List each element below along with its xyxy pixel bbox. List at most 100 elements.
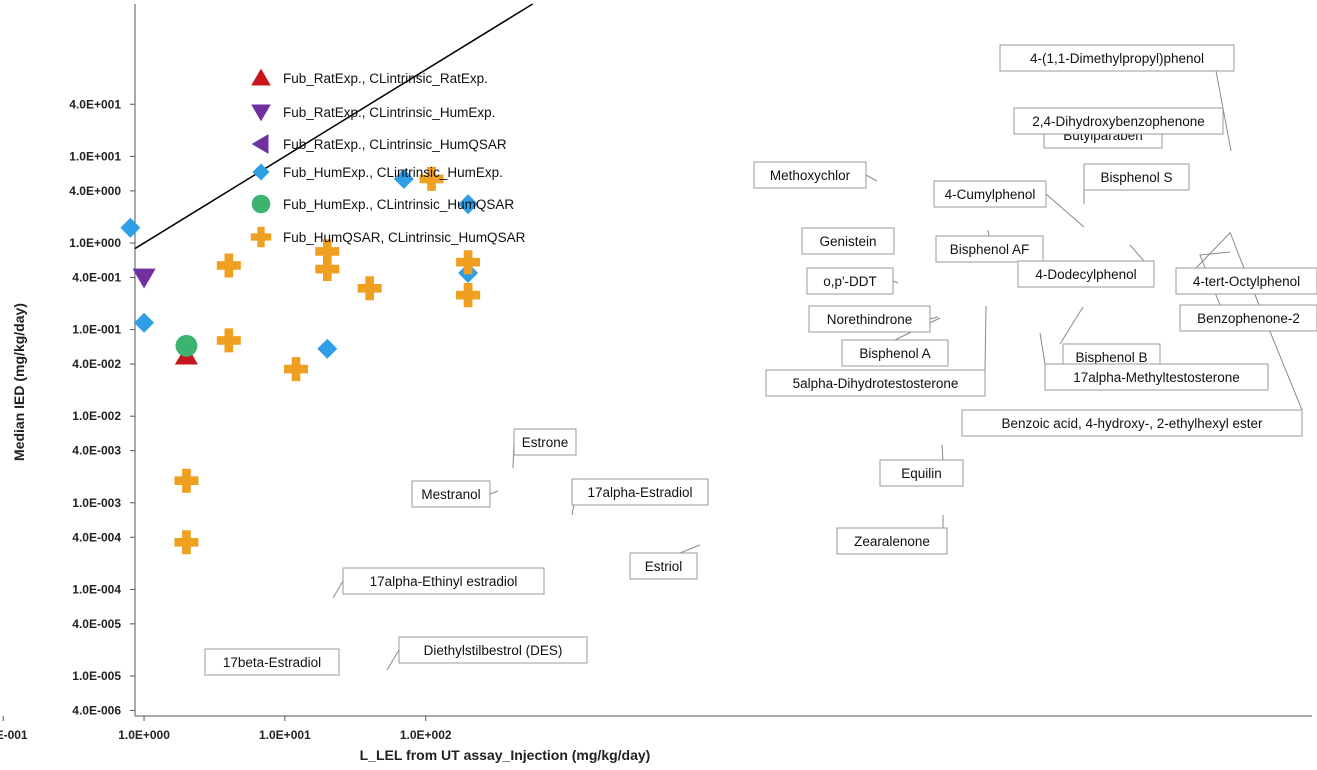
y-tick-label: 1.0E-003 [72, 496, 121, 510]
y-tick-label: 1.0E-001 [72, 323, 121, 337]
point-label-box [513, 428, 577, 456]
point-label-box [204, 648, 340, 676]
point-label: 2,4-Dihydroxybenzophenone [1013, 107, 1224, 135]
point-label-text: Diethylstilbestrol (DES) [424, 643, 563, 658]
legend-marker [251, 104, 271, 122]
point-label-box [1017, 260, 1155, 288]
x-axis-title: L_LEL from UT assay_Injection (mg/kg/day… [360, 747, 651, 763]
y-tick-label: 1.0E-005 [72, 669, 121, 683]
x-tick-label: 1.0E+001 [259, 728, 311, 742]
point-label-text: 17alpha-Ethinyl estradiol [370, 574, 518, 589]
legend-item: Fub_HumExp., CLintrinsic_HumQSAR [251, 194, 514, 214]
point-label-text: Bisphenol S [1100, 170, 1172, 185]
legend-marker [251, 134, 269, 154]
legend-label: Fub_RatExp., CLintrinsic_RatExp. [283, 71, 488, 86]
point-label-text: Genistein [819, 234, 876, 249]
legend-label: Fub_HumExp., CLintrinsic_HumExp. [283, 165, 503, 180]
point-label: 4-tert-Octylphenol [1175, 267, 1317, 295]
reference-line-group [134, 3, 534, 250]
point-labels: 17beta-Estradiol Bisphenol A Genistein 17al… [204, 44, 1317, 676]
data-point [175, 334, 198, 357]
point-label-text: Norethindrone [827, 312, 913, 327]
point-label-box [1044, 363, 1269, 391]
point-label: 4-(1,1-Dimethylpropyl)phenol [999, 44, 1235, 72]
legend-label: Fub_HumExp., CLintrinsic_HumQSAR [283, 197, 514, 212]
legend-label: Fub_HumQSAR, CLintrinsic_HumQSAR [283, 230, 526, 245]
point-label: Estriol [629, 552, 698, 580]
point-label: 17alpha-Estradiol [571, 478, 709, 506]
point-label-box [801, 227, 895, 255]
point-label: Bisphenol A [841, 339, 949, 367]
y-axis-title: Median IED (mg/kg/day) [11, 303, 27, 461]
point-label-text: Estriol [645, 559, 683, 574]
point-label-text: Zearalenone [854, 534, 930, 549]
y-tick-label: 4.0E-005 [72, 617, 121, 631]
point-label-box [1083, 163, 1190, 191]
y-tick-label: 4.0E+000 [69, 184, 121, 198]
point-label-text: 4-(1,1-Dimethylpropyl)phenol [1030, 51, 1204, 66]
point-label-box [398, 636, 588, 664]
point-label-text: Bisphenol A [859, 346, 930, 361]
point-label-text: Benzophenone-2 [1197, 311, 1300, 326]
point-label: Bisphenol AF [935, 235, 1044, 263]
x-tick-label: 1.0E-001 [0, 728, 28, 742]
point-label-box [961, 409, 1303, 437]
point-label-box [1179, 304, 1317, 332]
legend-item: Fub_RatExp., CLintrinsic_HumExp. [251, 104, 495, 122]
y-tick-label: 4.0E+001 [69, 97, 121, 111]
point-label-box [629, 552, 698, 580]
point-label: Mestranol [411, 480, 491, 508]
label-leader-line [489, 490, 499, 495]
label-leader-line [865, 174, 878, 182]
reference-line [134, 3, 534, 250]
point-label-text: Mestranol [421, 487, 480, 502]
point-label-text: Benzoic acid, 4-hydroxy-, 2-ethylhexyl e… [1001, 416, 1263, 431]
point-label-box [935, 235, 1044, 263]
y-tick-label: 4.0E-001 [72, 270, 121, 284]
data-point [456, 250, 481, 275]
point-label-text: Methoxychlor [770, 168, 851, 183]
legend-item: Fub_RatExp., CLintrinsic_RatExp. [251, 68, 488, 86]
data-points [120, 166, 481, 555]
point-label: 5alpha-Dihydrotestosterone [765, 369, 986, 397]
legend-label: Fub_RatExp., CLintrinsic_HumQSAR [283, 137, 507, 152]
legend-item: Fub_HumQSAR, CLintrinsic_HumQSAR [250, 226, 526, 248]
point-label-text: 17beta-Estradiol [223, 655, 321, 670]
y-tick-label: 1.0E-004 [72, 582, 121, 596]
data-point [393, 168, 414, 189]
label-leader-line [1229, 231, 1303, 411]
y-tick-label: 4.0E-004 [72, 530, 121, 544]
legend-marker [251, 194, 271, 214]
point-label: Benzophenone-2 [1179, 304, 1317, 332]
point-label-box [841, 339, 949, 367]
data-point [284, 357, 309, 382]
point-label: o,p'-DDT [806, 267, 894, 295]
x-tick-label: 1.0E+002 [400, 728, 452, 742]
point-label-box [342, 567, 545, 595]
point-label-text: Bisphenol AF [950, 242, 1030, 257]
legend-marker [250, 226, 272, 248]
point-label: Diethylstilbestrol (DES) [398, 636, 588, 664]
label-leader-line [386, 649, 400, 671]
point-label: 4-Cumylphenol [933, 180, 1047, 208]
legend-item: Fub_RatExp., CLintrinsic_HumQSAR [251, 134, 507, 154]
point-label-text: 2,4-Dihydroxybenzophenone [1032, 114, 1205, 129]
data-point [120, 217, 141, 238]
point-label-box [933, 180, 1047, 208]
data-point [315, 257, 340, 282]
label-leader-line [1045, 193, 1085, 228]
data-point [357, 276, 382, 301]
point-label-box [999, 44, 1235, 72]
point-label-text: Estrone [522, 435, 569, 450]
point-label-text: 17alpha-Methyltestosterone [1073, 370, 1240, 385]
label-leader-line [892, 280, 899, 284]
point-label: Equilin [879, 459, 964, 487]
point-label-text: 17alpha-Estradiol [587, 485, 692, 500]
point-label: 17alpha-Ethinyl estradiol [342, 567, 545, 595]
point-label-box [808, 305, 931, 333]
point-label: Bisphenol S [1083, 163, 1190, 191]
point-label-box [571, 478, 709, 506]
data-point [216, 253, 241, 278]
label-leader-line [929, 316, 939, 320]
